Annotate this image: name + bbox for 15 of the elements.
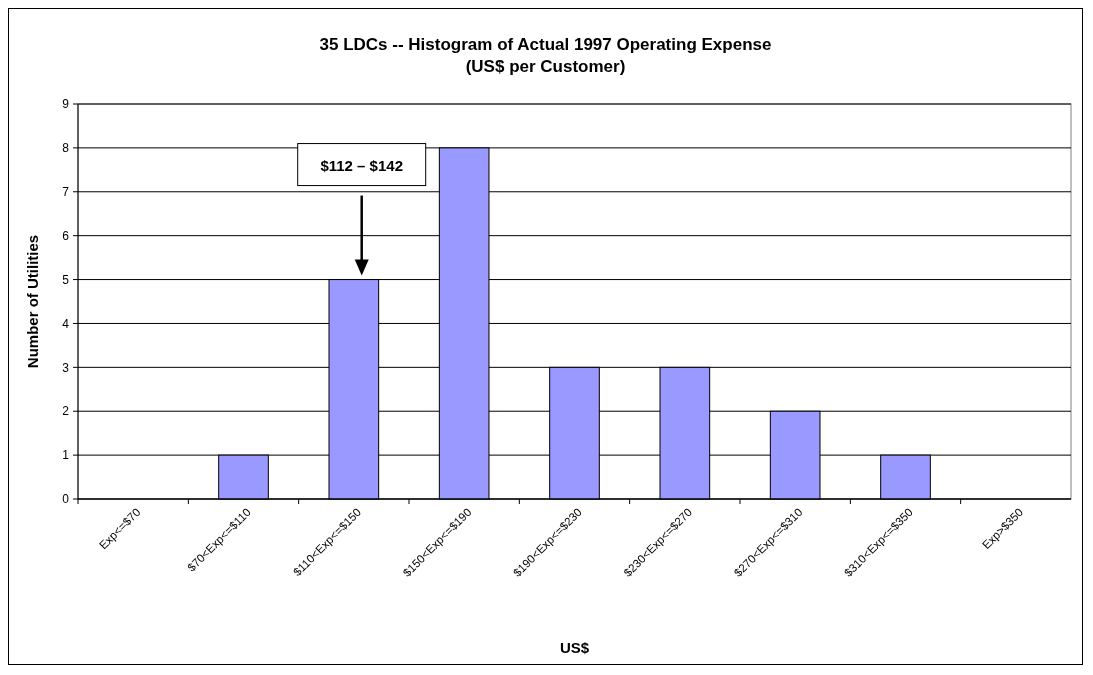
y-tick-label: 5 <box>62 272 70 287</box>
y-tick-label: 1 <box>62 448 70 463</box>
y-axis-title: Number of Utilities <box>24 234 41 369</box>
y-tick-label: 0 <box>62 492 70 507</box>
annotation: $112 – $142 <box>320 156 403 174</box>
y-tick-label: 2 <box>62 404 70 419</box>
y-tick-label: 9 <box>62 97 70 112</box>
x-axis-title: US$ <box>559 639 590 656</box>
y-tick-label: 7 <box>62 184 70 199</box>
y-tick-label: 3 <box>62 360 70 375</box>
y-tick-label: 4 <box>62 316 70 331</box>
chart-subtitle: (US$ per Customer) <box>465 57 626 76</box>
chart-title: 35 LDCs -- Histogram of Actual 1997 Operating Expense <box>319 35 772 54</box>
y-tick-label: 6 <box>62 228 70 243</box>
y-tick-label: 8 <box>62 141 70 156</box>
